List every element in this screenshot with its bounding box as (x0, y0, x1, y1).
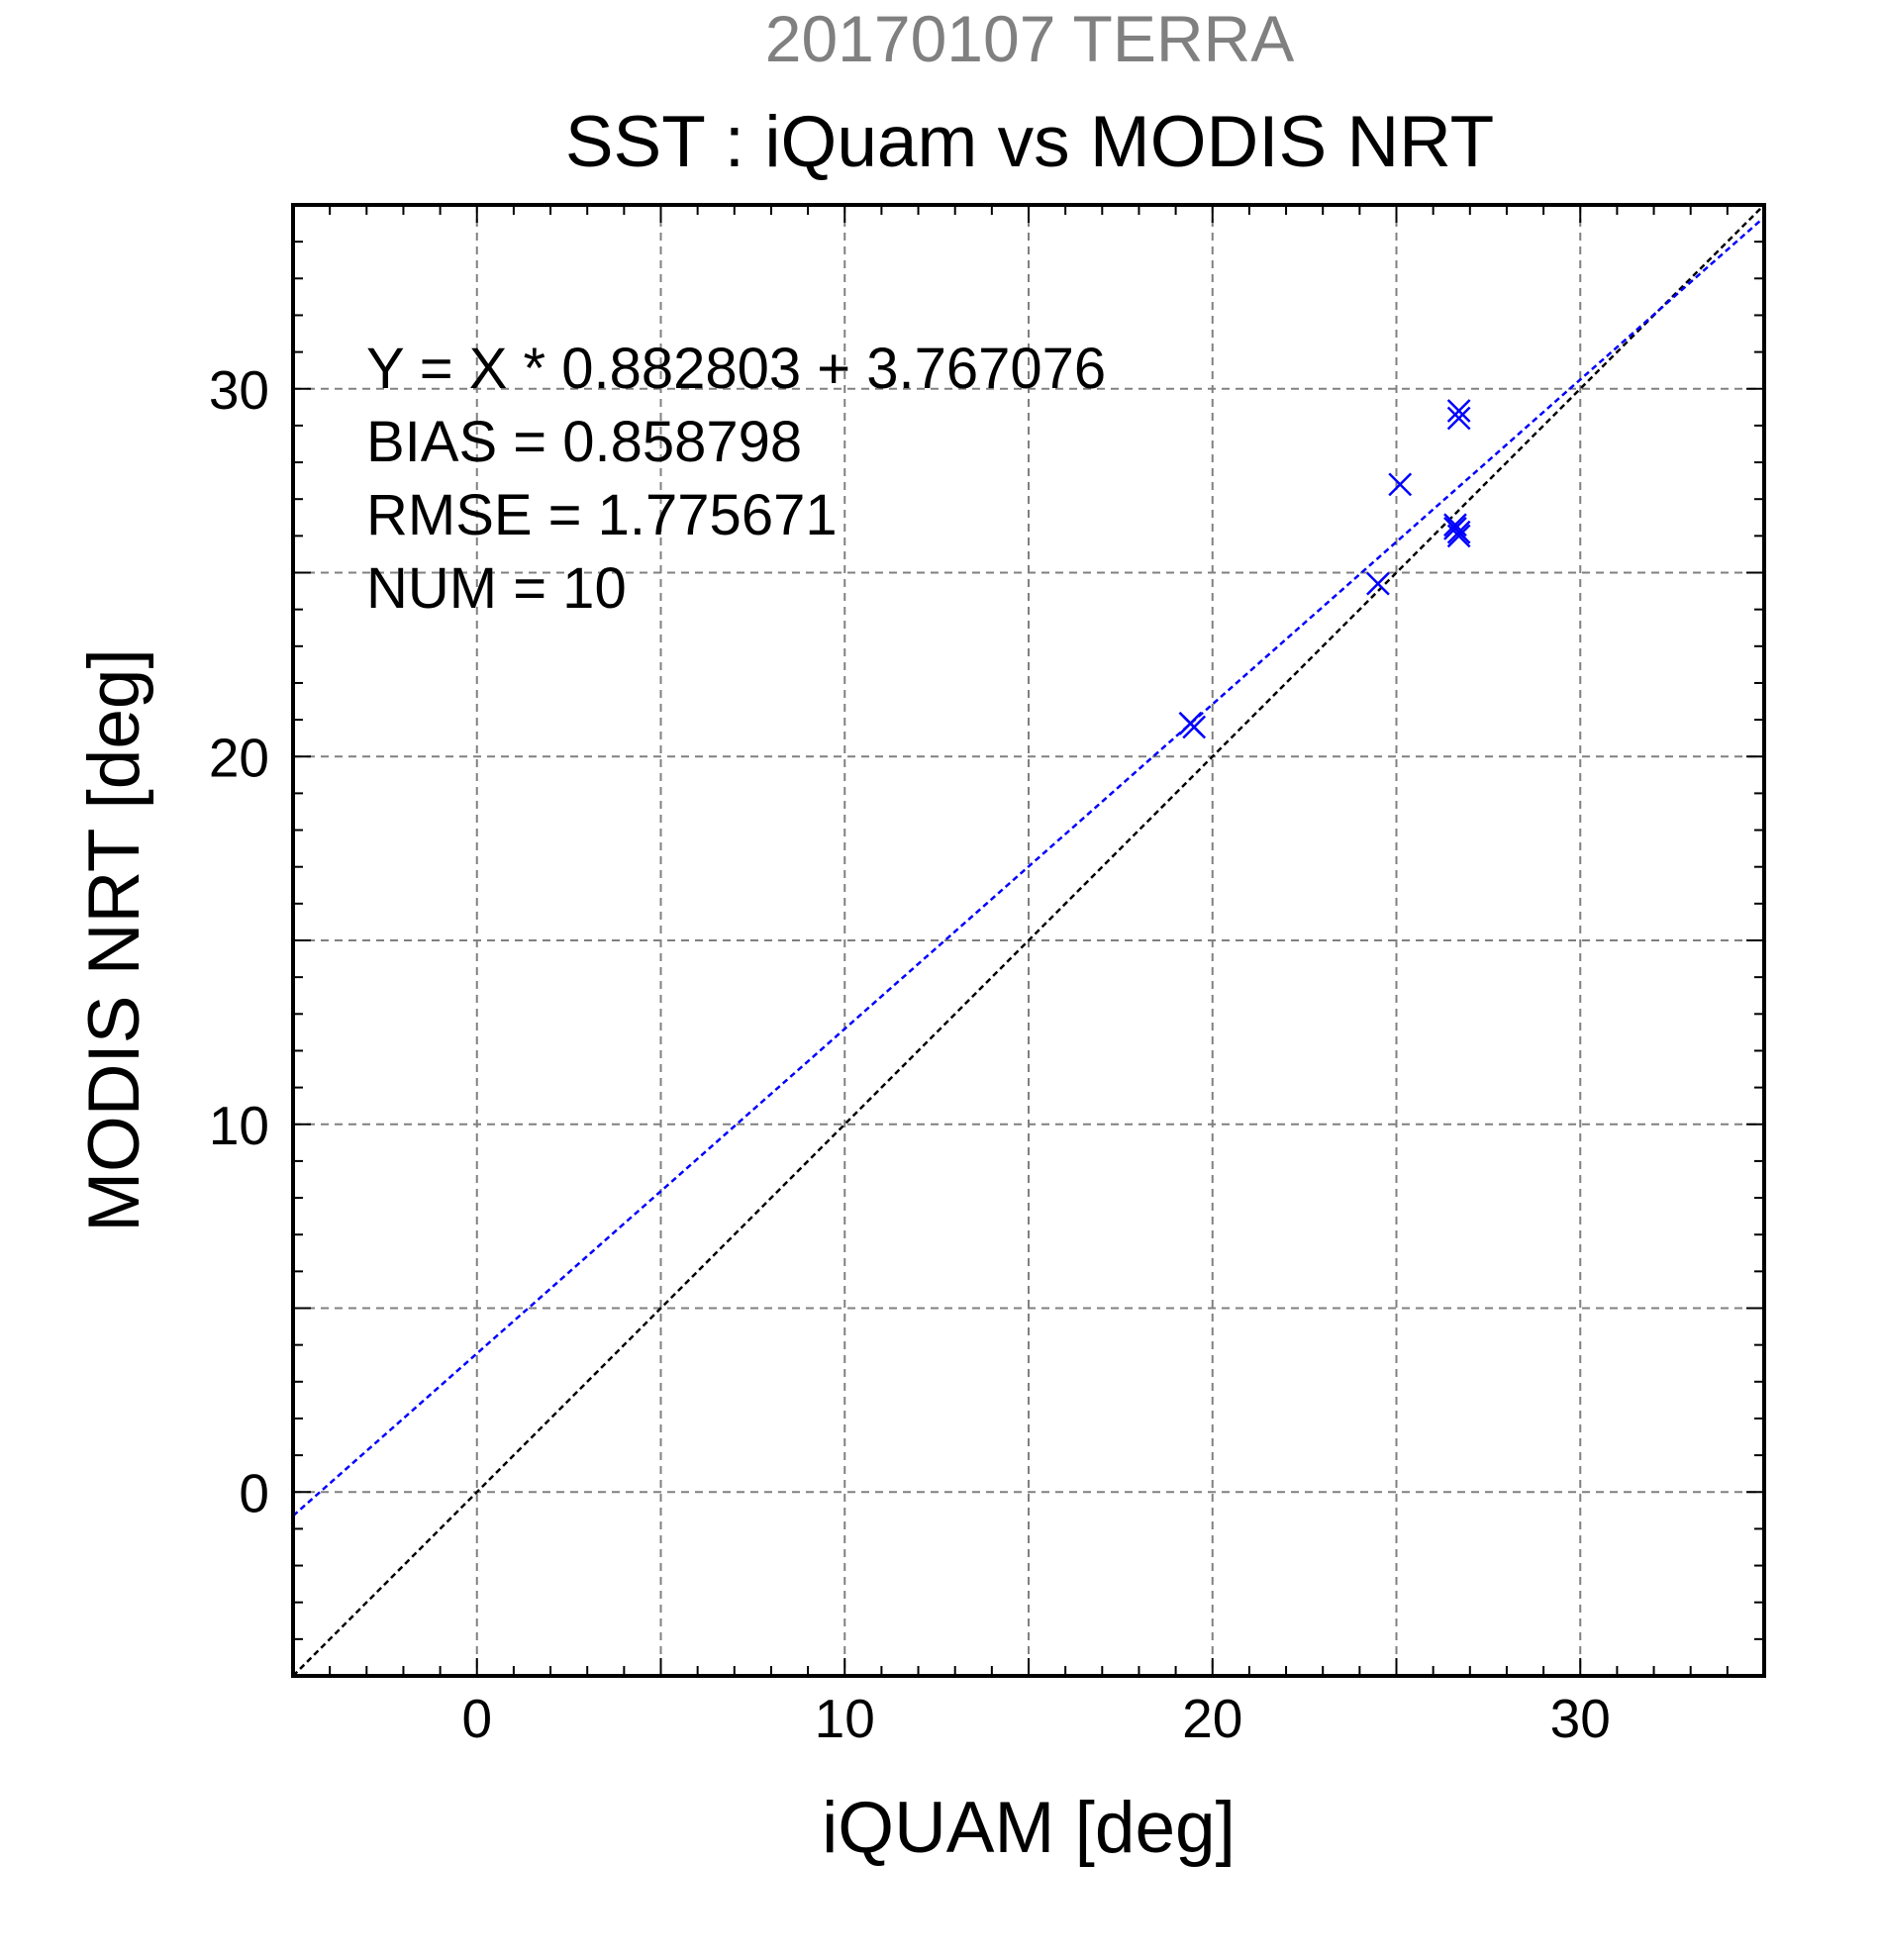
data-point (1446, 520, 1471, 544)
data-point-stroke (1446, 406, 1471, 431)
data-point (1182, 715, 1207, 739)
data-point (1443, 513, 1467, 538)
data-point (1446, 406, 1471, 431)
chart-supertitle: 20170107 TERRA (765, 2, 1294, 75)
identity-line (293, 205, 1764, 1676)
x-tick-label: 10 (815, 1688, 875, 1749)
regression-line (293, 216, 1764, 1518)
rmse-stat: RMSE = 1.775671 (366, 483, 838, 547)
num-stat: NUM = 10 (366, 556, 627, 621)
bias-stat: BIAS = 0.858798 (366, 410, 802, 474)
data-point (1446, 399, 1471, 423)
y-tick-label: 30 (209, 359, 269, 421)
data-point (1388, 472, 1413, 497)
data-point-stroke (1182, 715, 1207, 739)
x-tick-label: 20 (1182, 1688, 1242, 1749)
data-point-stroke (1443, 513, 1467, 538)
x-tick-label: 30 (1550, 1688, 1611, 1749)
y-tick-label: 20 (209, 727, 269, 788)
y-tick-label: 10 (209, 1095, 269, 1156)
data-point-stroke (1446, 524, 1471, 548)
x-tick-label: 0 (461, 1688, 492, 1749)
y-axis-label: MODIS NRT [deg] (74, 648, 154, 1232)
data-point-stroke (1446, 399, 1471, 423)
reference-lines (293, 205, 1764, 1676)
x-axis-label: iQUAM [deg] (822, 1788, 1236, 1868)
plot-frame (291, 203, 1766, 1678)
y-tick-label: 0 (239, 1462, 269, 1523)
fit-equation: Y = X * 0.882803 + 3.767076 (366, 337, 1106, 401)
data-point-stroke (1388, 472, 1413, 497)
data-points (1178, 399, 1471, 739)
data-point-stroke (1446, 520, 1471, 544)
chart-title: SST : iQuam vs MODIS NRT (565, 102, 1494, 182)
data-point (1366, 571, 1390, 596)
tick-labels: 0 10 20 30 0 10 20 30 (209, 359, 1611, 1749)
data-point-stroke (1366, 571, 1390, 596)
stats-box: Y = X * 0.882803 + 3.767076 BIAS = 0.858… (366, 337, 1106, 621)
